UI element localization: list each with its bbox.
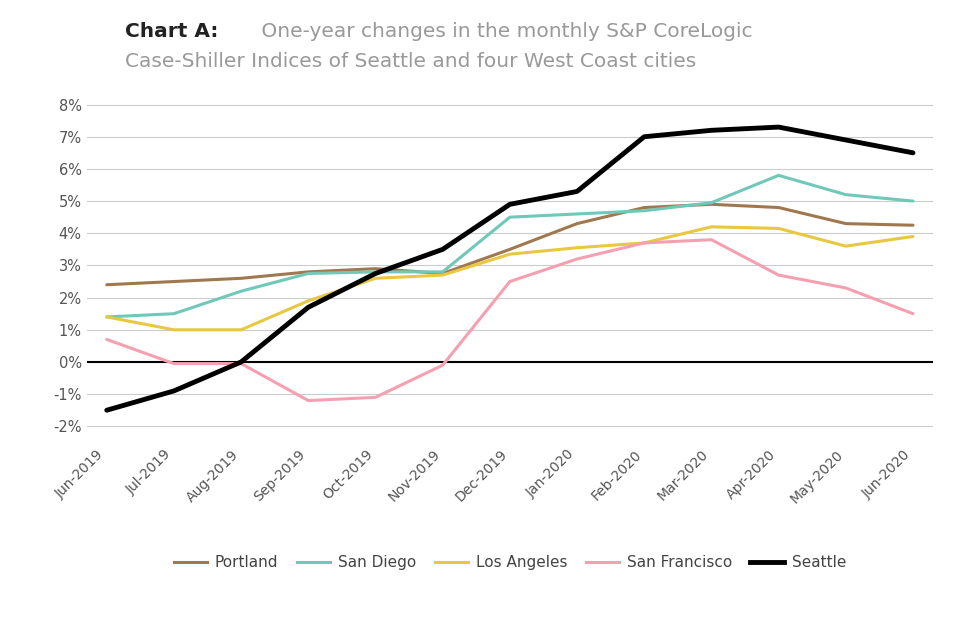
- Legend: Portland, San Diego, Los Angeles, San Francisco, Seattle: Portland, San Diego, Los Angeles, San Fr…: [167, 549, 851, 576]
- Text: One-year changes in the monthly S&P CoreLogic: One-year changes in the monthly S&P Core…: [255, 22, 752, 41]
- Text: Case-Shiller Indices of Seattle and four West Coast cities: Case-Shiller Indices of Seattle and four…: [125, 52, 696, 71]
- Text: Chart A:: Chart A:: [125, 22, 218, 41]
